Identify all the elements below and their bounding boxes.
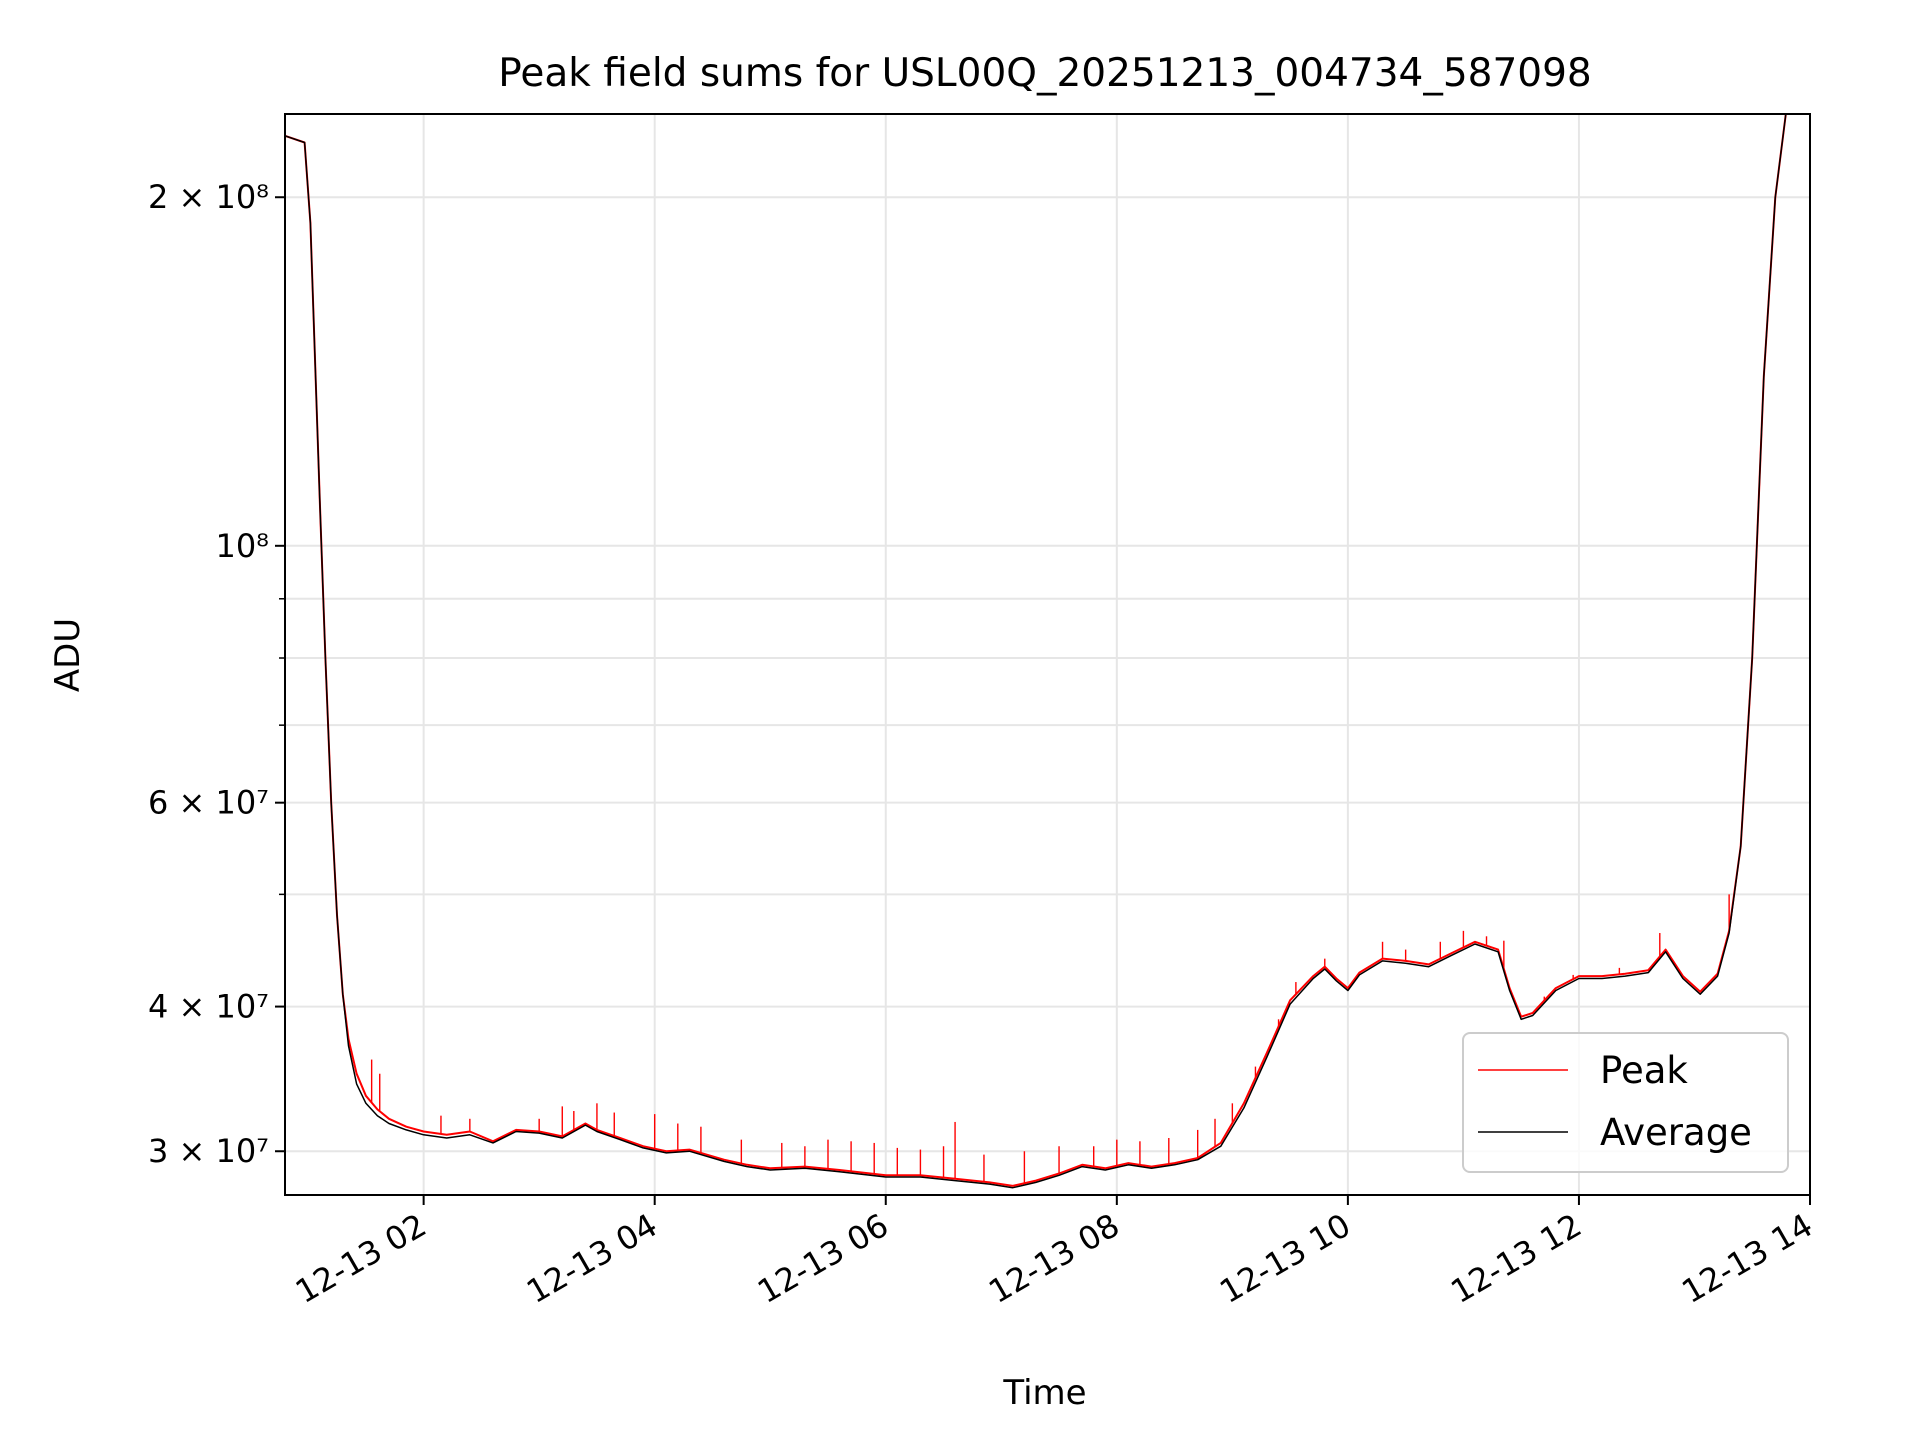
x-axis-ticks: 12-13 02 12-13 04 12-13 06 12-13 08 12-13 10… (289, 1195, 1819, 1311)
y-tick-label: 3 × 10⁷ (148, 1132, 269, 1170)
y-tick-label: 10⁸ (215, 527, 269, 565)
legend-label-average: Average (1600, 1111, 1752, 1154)
y-axis-ticks: 3 × 10⁷ 4 × 10⁷ 6 × 10⁷ 10⁸ 2 × 10⁸ (148, 178, 285, 1170)
average-series-line (285, 114, 1787, 1189)
x-tick-label: 12-13 06 (751, 1206, 895, 1311)
legend-box (1462, 1032, 1789, 1173)
chart-title: Peak field sums for USL00Q_20251213_0047… (498, 51, 1591, 96)
legend: Peak Average (1462, 1032, 1789, 1173)
grid (285, 114, 1811, 1195)
y-tick-label: 2 × 10⁸ (148, 178, 269, 216)
x-tick-label: 12-13 14 (1675, 1206, 1819, 1311)
x-tick-label: 12-13 08 (982, 1206, 1126, 1311)
y-axis-label: ADU (48, 618, 88, 692)
legend-label-peak: Peak (1600, 1049, 1688, 1092)
y-tick-label: 4 × 10⁷ (148, 988, 269, 1026)
plot-frame (284, 113, 1811, 1196)
plot-series (285, 114, 1787, 1189)
x-tick-label: 12-13 02 (289, 1206, 433, 1311)
x-tick-label: 12-13 10 (1213, 1206, 1357, 1311)
peak-series-line (285, 114, 1787, 1187)
y-tick-label: 6 × 10⁷ (148, 784, 269, 822)
x-tick-label: 12-13 12 (1444, 1206, 1588, 1311)
x-tick-label: 12-13 04 (520, 1206, 664, 1311)
x-axis-label: Time (1002, 1373, 1086, 1413)
